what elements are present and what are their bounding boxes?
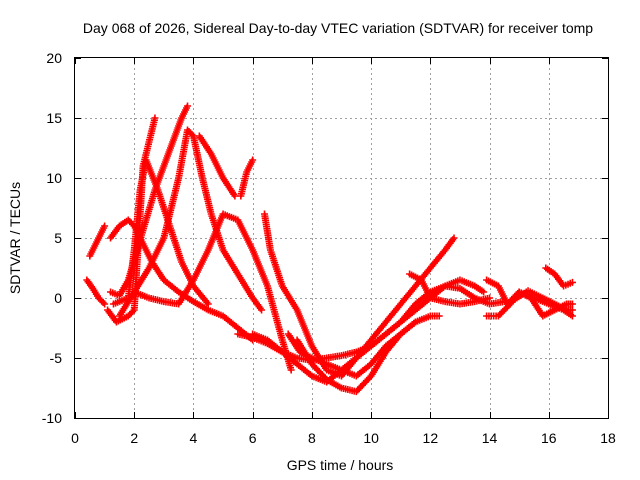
data-point <box>480 288 488 296</box>
y-tick-label: 15 <box>46 110 62 126</box>
series-arc-20 <box>542 264 576 290</box>
x-tick-label: 4 <box>190 430 198 446</box>
data-point <box>568 306 576 314</box>
data-point <box>129 308 137 315</box>
y-tick-label: 5 <box>54 230 62 246</box>
data-point <box>287 366 295 374</box>
series-arc-8 <box>115 126 266 320</box>
data-point <box>99 299 107 306</box>
series-arc-11 <box>261 210 458 380</box>
y-tick-label: -10 <box>42 410 62 426</box>
x-tick-label: 6 <box>249 430 257 446</box>
series-arc-18 <box>483 288 576 320</box>
x-axis-label: GPS time / hours <box>287 457 394 473</box>
x-tick-label: 18 <box>600 430 616 446</box>
y-tick-label: 10 <box>46 170 62 186</box>
data-point <box>204 300 212 308</box>
series-arc-19 <box>509 287 576 314</box>
x-tick-label: 14 <box>482 430 498 446</box>
plot-border <box>74 57 609 419</box>
y-tick-label: 0 <box>54 290 62 306</box>
data-point <box>435 312 443 320</box>
data-point <box>568 300 576 308</box>
y-axis-label: SDTVAR / TECUs <box>7 182 23 294</box>
chart-title: Day 068 of 2026, Sidereal Day-to-day VTE… <box>83 20 593 36</box>
series-arc-16 <box>406 270 494 308</box>
data-point <box>188 131 196 138</box>
data-point <box>151 114 159 122</box>
y-axis: -10 -5 0 5 10 15 20 <box>42 50 608 426</box>
data-point <box>568 312 576 320</box>
series-arc-1 <box>86 222 109 260</box>
x-tick-label: 16 <box>541 430 557 446</box>
data-point <box>184 102 192 110</box>
x-tick-label: 12 <box>423 430 439 446</box>
data-point <box>101 222 109 230</box>
series-arc-5 <box>107 102 192 300</box>
x-axis: 0 2 4 6 8 10 12 14 16 18 <box>71 58 616 446</box>
grid-lines <box>75 58 608 418</box>
y-tick-label: 20 <box>46 50 62 66</box>
series-arc-7 <box>130 210 295 374</box>
series-arc-2 <box>83 276 109 308</box>
x-tick-label: 10 <box>363 430 379 446</box>
x-tick-label: 0 <box>71 430 79 446</box>
series-arc-15 <box>234 282 508 364</box>
series-arc-10 <box>237 156 257 200</box>
x-tick-label: 8 <box>308 430 316 446</box>
y-tick-label: -5 <box>50 350 63 366</box>
data-point <box>258 306 266 314</box>
data-point <box>231 192 239 200</box>
x-tick-label: 2 <box>130 430 138 446</box>
data-point <box>486 294 494 302</box>
data-point <box>101 300 109 308</box>
data-points <box>83 102 576 396</box>
data-point <box>450 234 458 242</box>
series-arc-9 <box>195 132 239 200</box>
data-point <box>249 156 257 164</box>
data-point <box>568 278 576 286</box>
